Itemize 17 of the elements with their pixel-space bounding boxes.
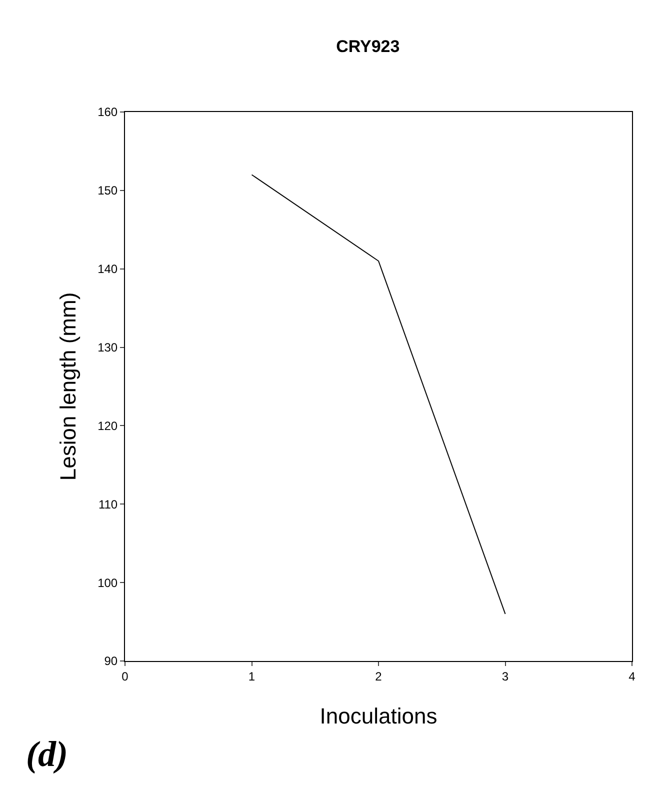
y-tick-label: 90 xyxy=(104,654,118,668)
y-tick-label: 120 xyxy=(98,418,118,433)
x-tick-label: 2 xyxy=(375,669,382,684)
x-tick-label: 1 xyxy=(248,669,256,684)
y-tick-label: 130 xyxy=(98,340,118,354)
x-axis-title: Inoculations xyxy=(320,703,438,728)
x-tick-label: 4 xyxy=(628,669,636,684)
x-tick-label: 0 xyxy=(122,669,129,684)
y-tick-label: 160 xyxy=(98,105,118,120)
chart-title: CRY923 xyxy=(336,36,400,56)
y-axis-title: Lesion length (mm) xyxy=(55,292,80,481)
y-tick-label: 100 xyxy=(98,576,118,590)
text: (d) xyxy=(26,734,68,774)
y-tick-label: 110 xyxy=(98,497,118,512)
x-tick-label: 3 xyxy=(502,669,509,684)
y-tick-label: 150 xyxy=(98,184,118,198)
y-tick-label: 140 xyxy=(98,262,118,276)
